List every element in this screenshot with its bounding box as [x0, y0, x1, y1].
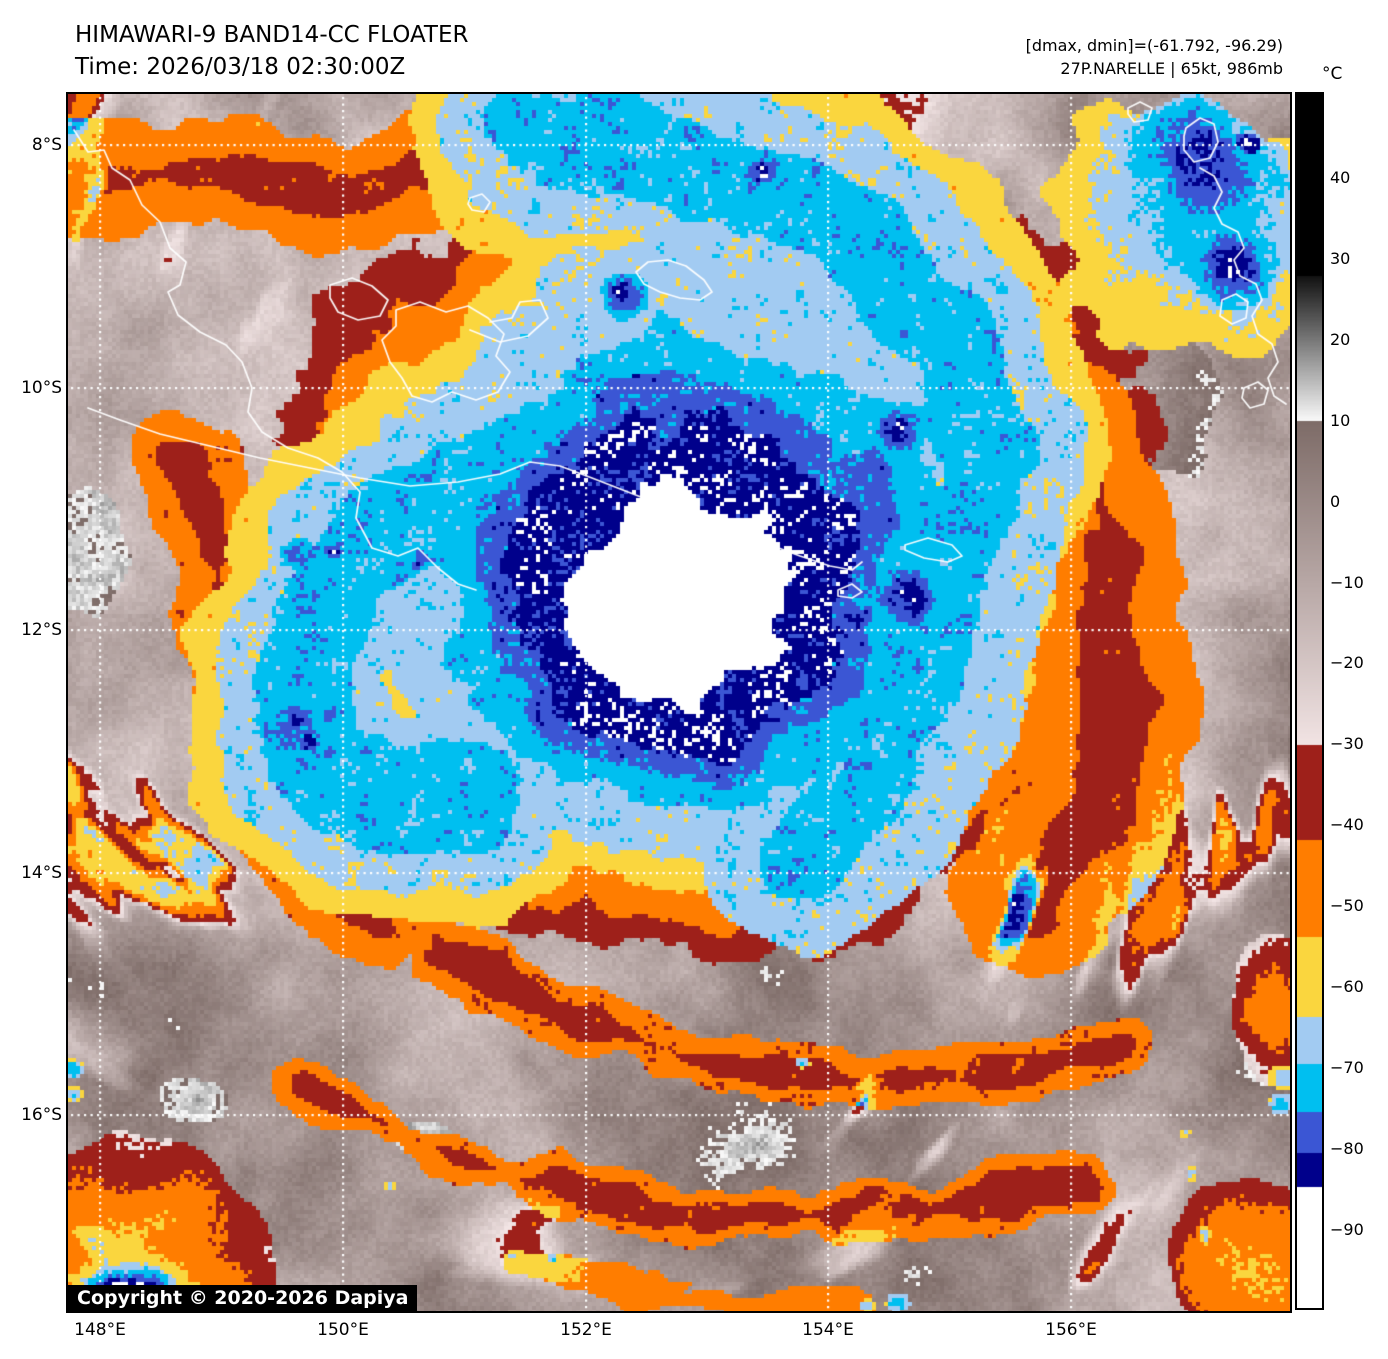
x-axis-tick-label: 148°E: [74, 1320, 126, 1340]
colorbar-tick-label: 30: [1330, 248, 1351, 268]
timestamp: Time: 2026/03/18 02:30:00Z: [75, 54, 406, 80]
colorbar-tick-label: 10: [1330, 410, 1351, 430]
x-axis-tick-label: 150°E: [317, 1320, 369, 1340]
colorbar-tick-label: −70: [1330, 1057, 1364, 1077]
y-axis-tick-label: 10°S: [21, 378, 62, 398]
colorbar-tick-label: −90: [1330, 1219, 1364, 1239]
colorbar-tick-label: −80: [1330, 1138, 1364, 1158]
colorbar-tick-label: −20: [1330, 653, 1364, 673]
x-axis-tick-label: 152°E: [560, 1320, 612, 1340]
brightness-range-label: [dmax, dmin]=(-61.792, -96.29): [1025, 36, 1283, 55]
colorbar-unit-label: °C: [1322, 64, 1343, 84]
y-axis-tick-label: 16°S: [21, 1105, 62, 1125]
colorbar-tick-label: −30: [1330, 734, 1364, 754]
colorbar-tick-label: −50: [1330, 896, 1364, 916]
colorbar-tick-label: −40: [1330, 815, 1364, 835]
colorbar-canvas: [1297, 94, 1322, 1308]
y-axis-tick-label: 8°S: [31, 135, 62, 155]
storm-status-label: 27P.NARELLE | 65kt, 986mb: [1060, 59, 1283, 78]
y-axis-tick-label: 12°S: [21, 620, 62, 640]
product-title: HIMAWARI-9 BAND14-CC FLOATER: [75, 22, 469, 48]
colorbar-tick-label: −10: [1330, 572, 1364, 592]
colorbar: [1295, 92, 1324, 1310]
colorbar-tick-label: −60: [1330, 977, 1364, 996]
colorbar-tick-label: 40: [1330, 168, 1351, 187]
y-axis-tick-label: 14°S: [21, 863, 62, 883]
x-axis-tick-label: 156°E: [1045, 1320, 1097, 1340]
satellite-imagery-canvas: [68, 94, 1290, 1311]
copyright-badge: Copyright © 2020-2026 Dapiya: [68, 1285, 418, 1311]
colorbar-tick-label: 20: [1330, 329, 1351, 349]
colorbar-tick-label: 0: [1330, 491, 1341, 511]
x-axis-tick-label: 154°E: [802, 1320, 854, 1340]
satellite-map: Copyright © 2020-2026 Dapiya: [66, 92, 1292, 1313]
